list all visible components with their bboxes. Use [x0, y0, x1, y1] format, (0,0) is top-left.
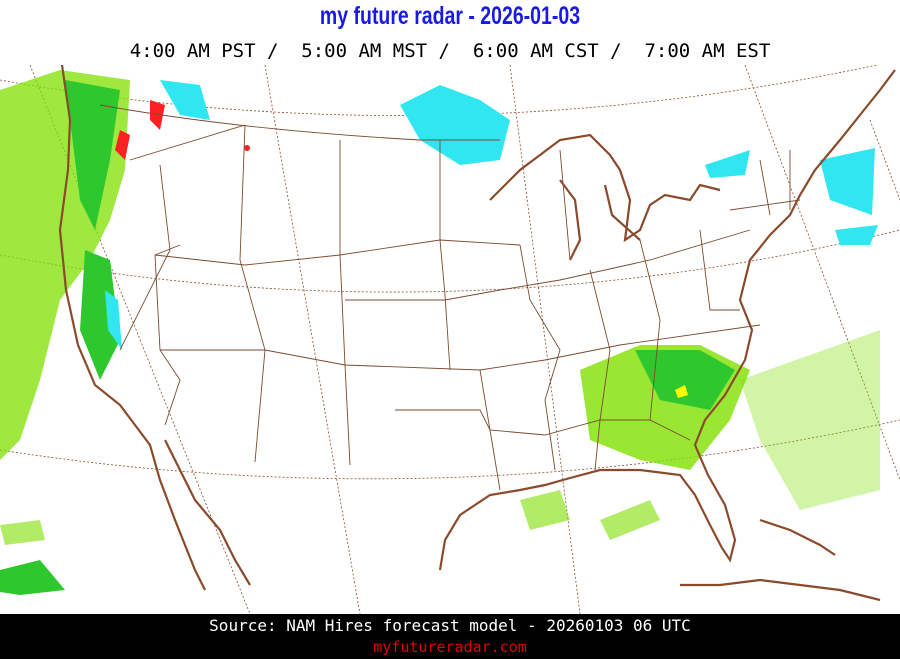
- snow-area: [400, 85, 510, 165]
- snow-area: [820, 148, 875, 215]
- longitude-line: [869, 119, 900, 201]
- rain-area: [520, 490, 570, 530]
- longitude-line: [744, 65, 900, 481]
- snow-area: [160, 80, 210, 120]
- heavy-rain: [675, 385, 688, 398]
- rain-area: [0, 520, 45, 545]
- state-borders: [99, 104, 801, 491]
- site-link[interactable]: myfutureradar.com: [373, 638, 527, 656]
- longitude-line: [264, 65, 361, 614]
- coastline: [58, 65, 896, 602]
- latitude-line: [0, 419, 900, 480]
- map-title: my future radar - 2026-01-03: [319, 2, 581, 30]
- rain-area: [80, 250, 120, 380]
- source-text: Source: NAM Hires forecast model - 20260…: [209, 616, 691, 635]
- rain-area: [65, 80, 120, 230]
- snow-area: [105, 290, 122, 350]
- rain-area: [740, 330, 880, 510]
- mixed-precip: [150, 100, 165, 130]
- precipitation: [0, 70, 880, 595]
- mixed-precip: [115, 130, 130, 160]
- time-zones: 4:00 AM PST / 5:00 AM MST / 6:00 AM CST …: [129, 40, 771, 62]
- rain-area: [0, 560, 65, 595]
- snow-area: [705, 150, 750, 178]
- footer: Source: NAM Hires forecast model - 20260…: [0, 614, 900, 659]
- rain-area: [600, 500, 660, 540]
- latitude-line: [0, 229, 900, 293]
- mixed-precip: [244, 145, 250, 151]
- longitude-line: [509, 65, 581, 614]
- rain-area: [635, 350, 735, 410]
- radar-map: [0, 65, 900, 614]
- snow-area: [835, 225, 878, 245]
